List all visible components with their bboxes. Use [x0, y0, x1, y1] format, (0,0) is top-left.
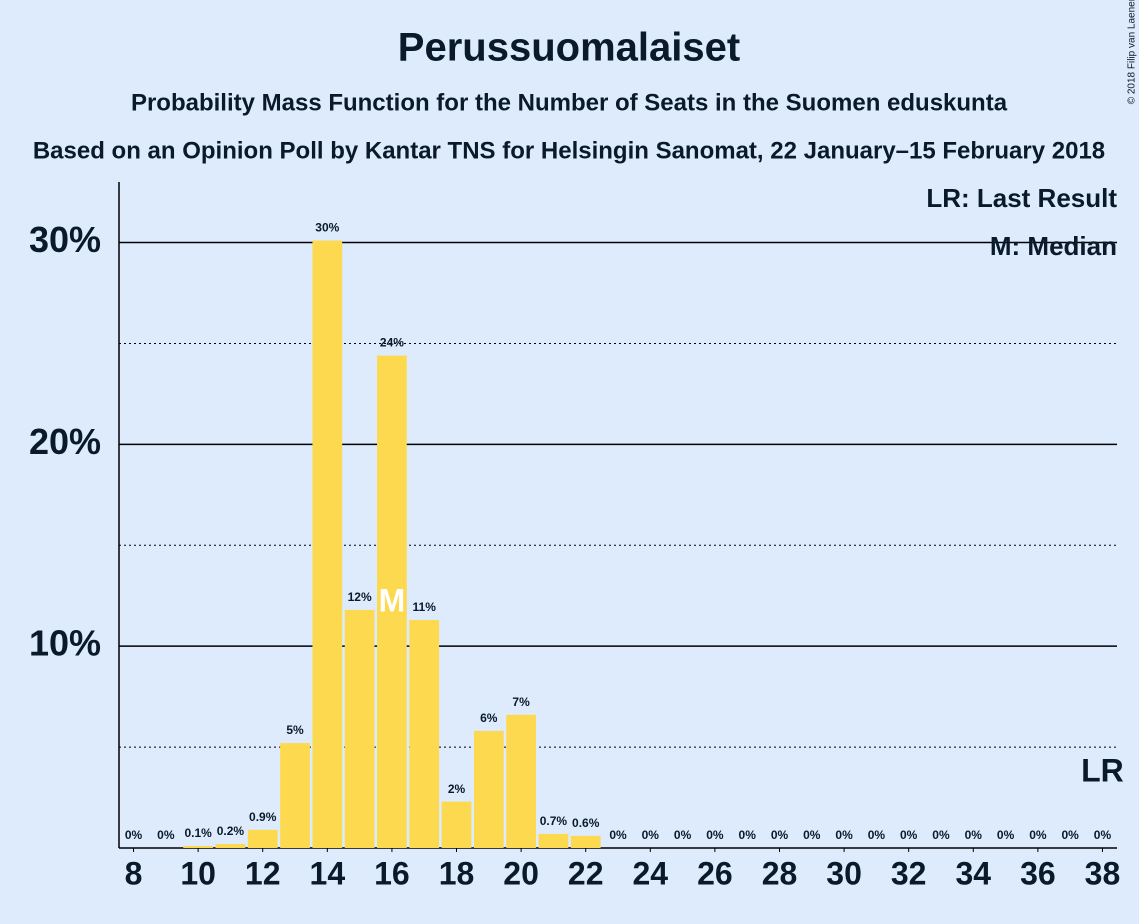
value-label: 6% — [480, 711, 498, 725]
value-label: 12% — [348, 590, 372, 604]
y-tick-label: 10% — [29, 623, 101, 664]
value-label: 0% — [1029, 828, 1047, 842]
value-label: 0% — [157, 828, 175, 842]
value-label: 0.6% — [572, 816, 600, 830]
value-label: 0% — [1094, 828, 1112, 842]
chart-subtitle: Probability Mass Function for the Number… — [131, 89, 1008, 116]
value-label: 0% — [739, 828, 757, 842]
value-label: 0% — [125, 828, 143, 842]
value-label: 0% — [706, 828, 724, 842]
value-label: 0% — [835, 828, 853, 842]
bar — [312, 240, 343, 848]
x-tick-label: 14 — [310, 855, 346, 891]
bar — [280, 743, 310, 848]
chart-caption: Based on an Opinion Poll by Kantar TNS f… — [33, 137, 1105, 164]
x-tick-label: 28 — [762, 855, 798, 891]
bar — [247, 829, 278, 848]
value-label: 0.1% — [184, 826, 212, 840]
value-label: 30% — [315, 221, 339, 235]
value-label: 0% — [1061, 828, 1079, 842]
x-tick-label: 8 — [125, 855, 143, 891]
bar — [473, 730, 504, 848]
value-label: 0% — [997, 828, 1015, 842]
last-result-marker: LR — [1081, 752, 1124, 788]
value-label: 0% — [771, 828, 789, 842]
legend-entry: LR: Last Result — [926, 183, 1117, 213]
bar — [344, 609, 375, 848]
x-tick-label: 26 — [697, 855, 733, 891]
chart-title: Perussuomalaiset — [398, 26, 740, 70]
x-tick-label: 30 — [826, 855, 862, 891]
value-label: 0% — [803, 828, 821, 842]
bar — [409, 619, 440, 848]
x-tick-label: 38 — [1085, 855, 1121, 891]
value-label: 11% — [413, 600, 437, 614]
legend-entry: M: Median — [990, 231, 1117, 261]
bar — [183, 845, 213, 848]
value-label: 0% — [609, 828, 627, 842]
x-tick-label: 18 — [439, 855, 475, 891]
value-label: 0% — [932, 828, 950, 842]
value-label: 0% — [642, 828, 660, 842]
y-tick-label: 30% — [29, 219, 101, 260]
value-label: 5% — [286, 723, 304, 737]
bar — [538, 833, 569, 848]
x-tick-label: 34 — [955, 855, 991, 891]
x-tick-label: 36 — [1020, 855, 1056, 891]
bar — [506, 714, 536, 848]
value-label: 0% — [900, 828, 918, 842]
value-label: 0.9% — [249, 810, 277, 824]
x-tick-label: 16 — [374, 855, 410, 891]
value-label: 0% — [965, 828, 983, 842]
value-label: 2% — [448, 782, 466, 796]
x-tick-label: 22 — [568, 855, 604, 891]
bar — [215, 843, 246, 848]
value-label: 24% — [380, 336, 404, 350]
y-tick-label: 20% — [29, 421, 101, 462]
x-tick-label: 32 — [891, 855, 927, 891]
value-label: 0% — [868, 828, 886, 842]
bar — [570, 835, 601, 848]
x-tick-label: 24 — [633, 855, 669, 891]
value-label: 0.7% — [540, 814, 568, 828]
copyright: © 2018 Filip van Laenen — [1127, 0, 1138, 104]
value-label: 0.2% — [217, 824, 245, 838]
bar — [441, 801, 472, 848]
x-tick-label: 20 — [503, 855, 539, 891]
x-tick-label: 10 — [180, 855, 216, 891]
bar — [377, 355, 407, 848]
value-label: 0% — [674, 828, 692, 842]
median-marker: M — [379, 582, 406, 618]
value-label: 7% — [512, 695, 530, 709]
x-tick-label: 12 — [245, 855, 281, 891]
